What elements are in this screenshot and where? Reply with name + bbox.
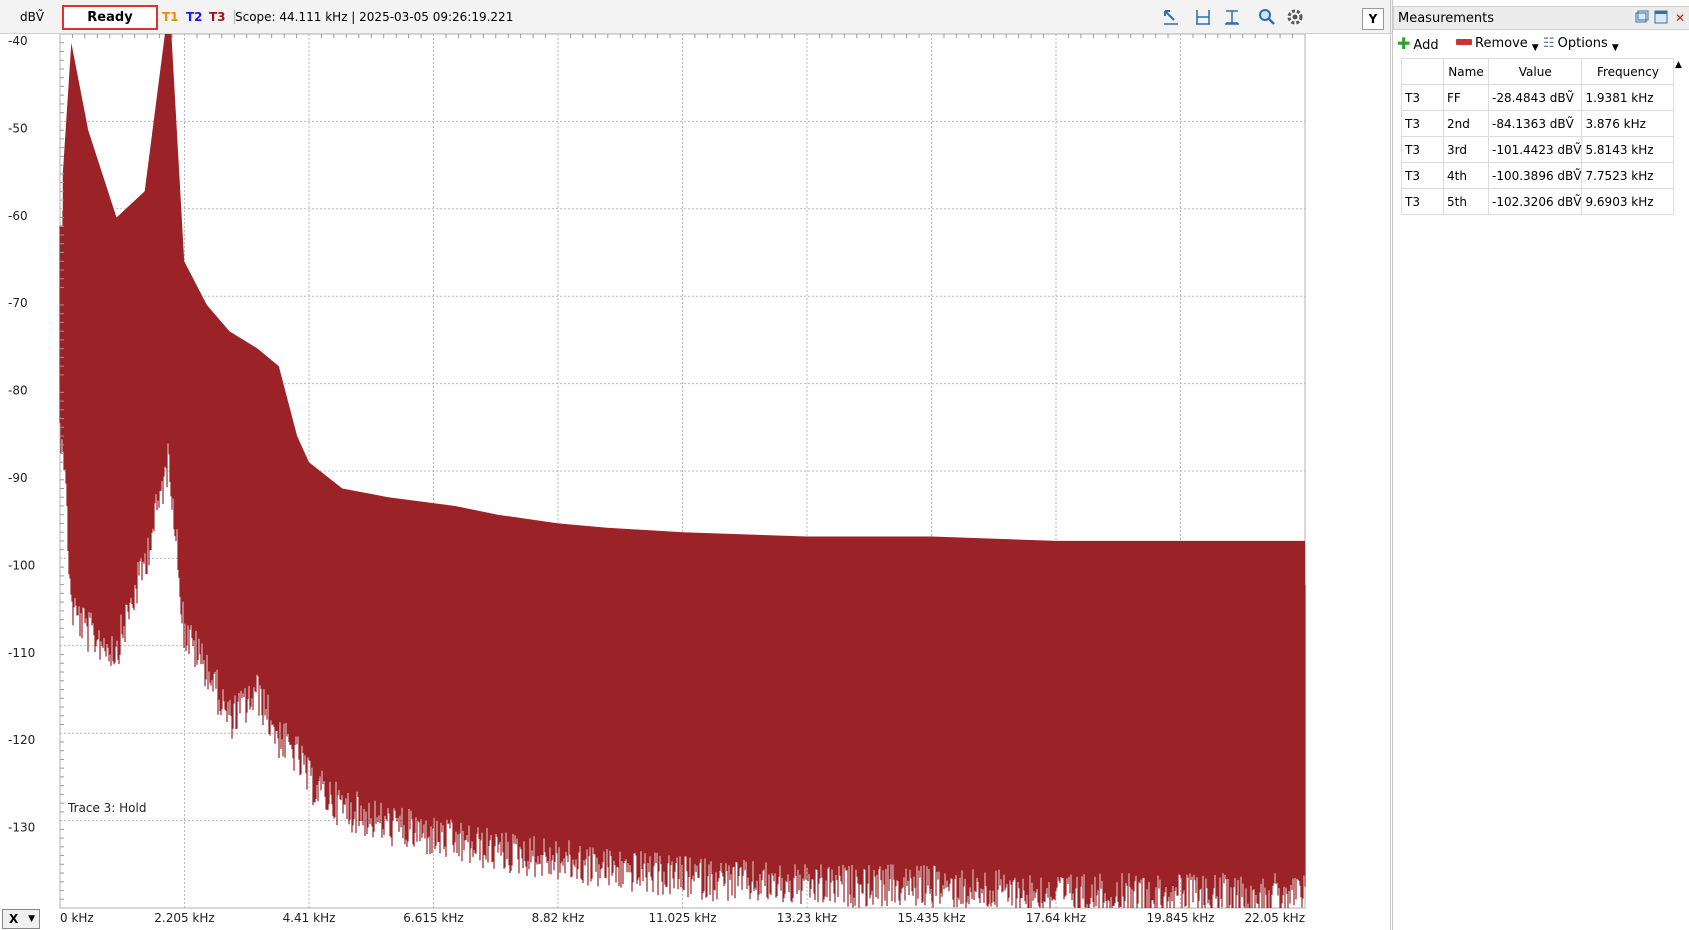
x-tick-label: 4.41 kHz [283,911,336,925]
add-measurement-button[interactable]: ✚ Add [1397,34,1439,54]
list-options-icon: ☷ [1543,36,1555,51]
restore-window-icon[interactable] [1634,10,1650,26]
top-toolbar: dBṼ Ready T1 T2 T3 Scope: 44.111 kHz | … [0,0,1398,34]
table-row[interactable]: T3 2nd -84.1363 dBṼ 3.876 kHz [1401,110,1675,137]
close-icon[interactable]: ✕ [1674,11,1686,25]
cell-value: -101.4423 dBṼ [1487,136,1583,163]
zoom-icon[interactable] [1257,8,1277,28]
measurements-toolbar: ✚ Add Remove ▼ ☷ Options ▼ [1393,32,1689,56]
options-button[interactable]: ☷ Options ▼ [1543,36,1619,53]
settings-gear-icon[interactable] [1285,8,1305,28]
trace-hold-label: Trace 3: Hold [67,801,146,815]
cell-frequency: 5.8143 kHz [1581,136,1675,163]
y-tick-label: -50 [8,121,28,135]
table-row[interactable]: T3 FF -28.4843 dBṼ 1.9381 kHz [1401,84,1675,111]
column-header-name[interactable]: Name [1443,58,1489,85]
measurements-title: Measurements [1398,11,1495,26]
remove-measurement-button[interactable]: Remove ▼ [1456,35,1539,53]
cell-frequency: 3.876 kHz [1581,110,1675,137]
trace-3-fill [62,34,1305,804]
y-tick-label: -80 [8,384,28,398]
y-tick-label: -60 [8,209,28,223]
cell-frequency: 9.6903 kHz [1581,188,1675,215]
cell-value: -100.3896 dBṼ [1487,162,1583,189]
cell-frequency: 7.7523 kHz [1581,162,1675,189]
y-tick-label: -40 [8,34,28,48]
axis-layer: -40-50-60-70-80-90-100-110-120-130-1400 … [8,34,1305,925]
x-tick-label: 8.82 kHz [532,911,585,925]
column-header-frequency[interactable]: Frequency [1581,58,1675,85]
cell-value: -28.4843 dBṼ [1487,84,1583,111]
column-header-trace[interactable] [1401,58,1444,85]
cell-name: 5th [1443,188,1489,215]
column-header-value[interactable]: Value [1487,58,1583,85]
cell-frequency: 1.9381 kHz [1581,84,1675,111]
x-tick-label: 2.205 kHz [154,911,214,925]
cell-name: 2nd [1443,110,1489,137]
spectrum-plot-area[interactable]: -40-50-60-70-80-90-100-110-120-130-1400 … [0,34,1398,930]
horizontal-cursor-icon[interactable] [1193,8,1213,28]
y-tick-label: -110 [8,646,35,660]
y-axis-button[interactable]: Y [1362,8,1384,30]
cell-trace: T3 [1401,162,1444,189]
plus-icon: ✚ [1397,34,1411,53]
cell-trace: T3 [1401,136,1444,163]
x-tick-label: 15.435 kHz [897,911,965,925]
x-axis-button[interactable]: X ▼ [2,909,40,929]
x-tick-label: 6.615 kHz [403,911,463,925]
cell-trace: T3 [1401,84,1444,111]
minus-icon [1456,39,1472,45]
scope-info-text: Scope: 44.111 kHz | 2025-03-05 09:26:19.… [234,10,514,24]
status-ready-indicator: Ready [62,5,158,30]
measurements-panel: Measurements ✕ ✚ Add Remove ▼ ☷ Options ▼ Na… [1392,0,1689,930]
x-tick-label: 22.05 kHz [1245,911,1305,925]
cell-value: -102.3206 dBṼ [1487,188,1583,215]
trace-3-toggle[interactable]: T3 [209,10,226,24]
y-tick-label: -70 [8,296,28,310]
x-axis-button-label: X [9,912,19,926]
vertical-cursor-icon[interactable] [1222,8,1242,28]
x-tick-label: 0 kHz [60,911,94,925]
y-unit-label: dBṼ [20,10,45,24]
cell-name: 3rd [1443,136,1489,163]
scroll-up-arrow-icon[interactable]: ▲ [1675,60,1682,70]
chevron-down-icon: ▼ [28,914,35,924]
measurements-table: Name Value Frequency T3 FF -28.4843 dBṼ… [1401,58,1675,215]
y-tick-label: -90 [8,471,28,485]
trace-layer [59,34,1306,908]
trace-1-toggle[interactable]: T1 [162,10,179,24]
y-tick-label: -130 [8,821,35,835]
chevron-down-icon: ▼ [1611,43,1619,53]
chevron-down-icon: ▼ [1531,43,1539,53]
measurements-panel-header: Measurements ✕ [1393,6,1689,30]
cursor-arrow-icon[interactable] [1161,8,1181,28]
table-row[interactable]: T3 5th -102.3206 dBṼ 9.6903 kHz [1401,188,1675,215]
spectrum-chart: -40-50-60-70-80-90-100-110-120-130-1400 … [8,34,1306,925]
table-header-row: Name Value Frequency [1401,58,1675,85]
x-tick-label: 13.23 kHz [777,911,837,925]
trace-2-toggle[interactable]: T2 [186,10,203,24]
panel-splitter[interactable] [1390,0,1391,930]
x-tick-label: 11.025 kHz [648,911,716,925]
x-tick-label: 17.64 kHz [1026,911,1086,925]
cell-trace: T3 [1401,110,1444,137]
table-row[interactable]: T3 3rd -101.4423 dBṼ 5.8143 kHz [1401,136,1675,163]
y-tick-label: -120 [8,733,35,747]
y-tick-label: -100 [8,558,35,572]
table-row[interactable]: T3 4th -100.3896 dBṼ 7.7523 kHz [1401,162,1675,189]
cell-name: 4th [1443,162,1489,189]
x-tick-label: 19.845 kHz [1146,911,1214,925]
cell-trace: T3 [1401,188,1444,215]
cell-name: FF [1443,84,1489,111]
maximize-window-icon[interactable] [1653,10,1669,26]
cell-value: -84.1363 dBṼ [1487,110,1583,137]
